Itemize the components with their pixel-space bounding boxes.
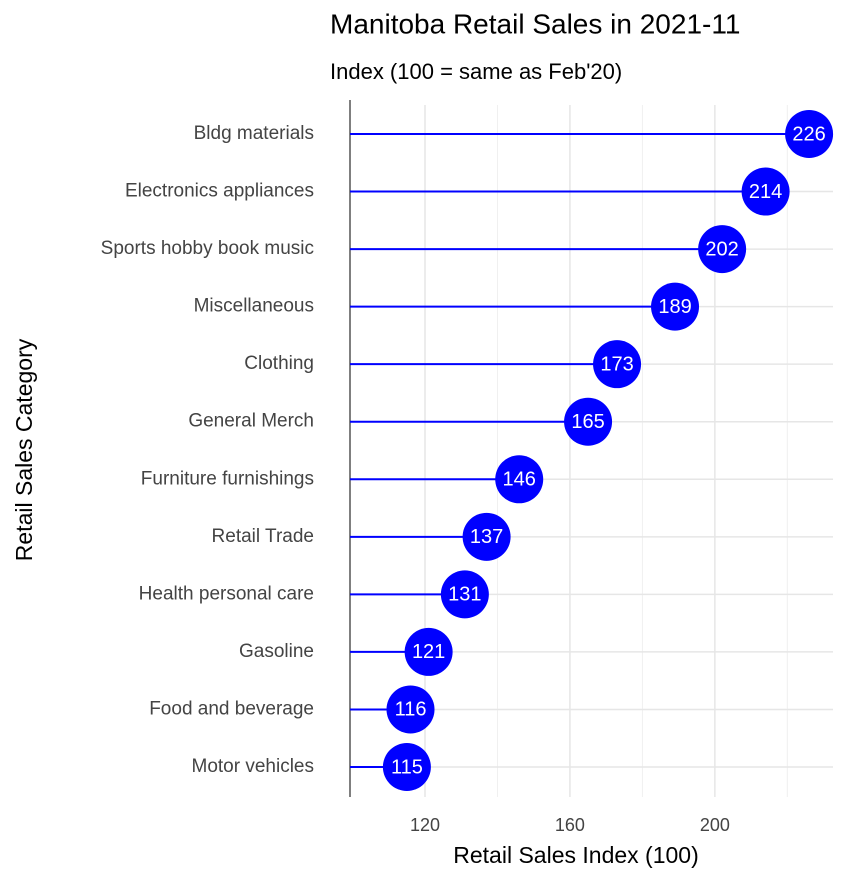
value-label: 165 (571, 411, 604, 433)
value-label: 146 (503, 469, 536, 491)
dot (785, 110, 834, 158)
dot (382, 743, 431, 791)
value-label: 173 (600, 353, 633, 375)
y-tick-label: Furniture furnishings (141, 468, 314, 489)
dot (698, 225, 747, 274)
x-tick-label: 160 (555, 815, 585, 835)
y-tick-label: Bldg materials (194, 123, 314, 144)
y-tick-label: Motor vehicles (192, 756, 315, 777)
value-label: 131 (448, 584, 481, 606)
dot (593, 340, 642, 389)
value-label: 137 (470, 526, 503, 548)
dot (404, 627, 453, 676)
value-label: 121 (412, 641, 445, 663)
chart-title: Manitoba Retail Sales in 2021-11 (330, 8, 740, 39)
dot (741, 167, 790, 216)
dot (495, 455, 544, 504)
y-tick-label: Retail Trade (212, 526, 314, 547)
dot (386, 685, 435, 734)
value-label: 226 (792, 123, 825, 145)
y-axis-title: Retail Sales Category (11, 338, 37, 561)
y-tick-label: General Merch (188, 411, 314, 432)
value-label: 115 (391, 756, 423, 778)
x-tick-label: 200 (700, 815, 730, 835)
y-tick-label: Electronics appliances (125, 181, 314, 202)
value-label: 116 (395, 699, 427, 721)
x-axis-title: Retail Sales Index (100) (453, 842, 698, 868)
y-tick-label: Health personal care (139, 583, 314, 604)
value-label: 189 (658, 296, 691, 318)
value-label: 202 (705, 238, 738, 260)
dot (651, 282, 700, 331)
y-tick-label: Sports hobby book music (101, 238, 314, 259)
dot (462, 512, 511, 561)
y-tick-label: Food and beverage (149, 698, 314, 719)
value-label: 214 (749, 181, 782, 203)
dot (440, 570, 489, 619)
x-tick-label: 120 (410, 815, 440, 835)
dot (564, 397, 613, 446)
chart-subtitle: Index (100 = same as Feb'20) (330, 59, 622, 84)
y-tick-label: Clothing (244, 353, 314, 374)
y-tick-label: Miscellaneous (194, 296, 314, 317)
y-tick-label: Gasoline (239, 641, 314, 662)
